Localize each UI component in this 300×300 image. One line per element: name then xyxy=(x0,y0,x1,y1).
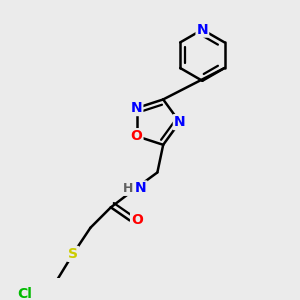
Text: O: O xyxy=(130,129,142,143)
Text: N: N xyxy=(174,115,185,129)
Text: N: N xyxy=(131,101,142,115)
Text: N: N xyxy=(196,22,208,37)
Text: O: O xyxy=(131,213,143,227)
Text: N: N xyxy=(135,182,147,195)
Text: H: H xyxy=(123,182,134,195)
Text: Cl: Cl xyxy=(17,287,32,300)
Text: S: S xyxy=(68,247,78,261)
